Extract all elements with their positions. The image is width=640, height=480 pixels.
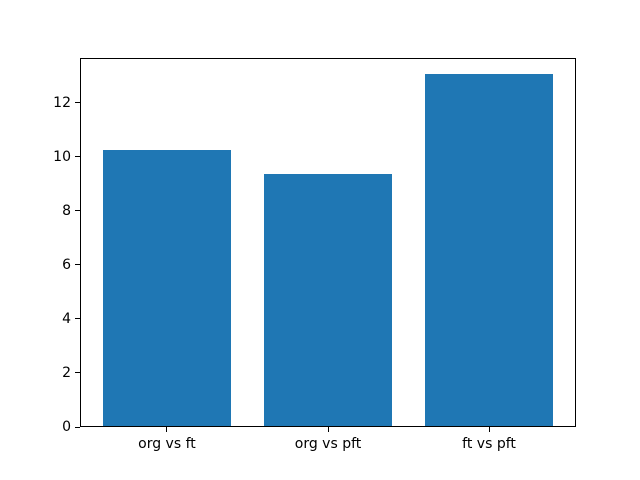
y-tick-label: 12 — [53, 94, 71, 111]
y-tick-mark — [75, 102, 80, 104]
y-tick-mark — [75, 210, 80, 212]
y-tick-label: 6 — [62, 256, 71, 273]
plot-area — [80, 58, 576, 427]
x-tick-mark — [166, 427, 168, 432]
y-tick-mark — [75, 318, 80, 320]
y-tick-mark — [75, 372, 80, 374]
y-tick-mark — [75, 156, 80, 158]
x-tick-mark — [327, 427, 329, 432]
y-tick-label: 2 — [62, 364, 71, 381]
y-tick-label: 4 — [62, 310, 71, 327]
y-tick-label: 10 — [53, 148, 71, 165]
x-tick-label-org-vs-ft: org vs ft — [138, 436, 196, 452]
y-tick-label: 0 — [62, 419, 71, 435]
x-tick-label-org-vs-pft: org vs pft — [294, 436, 362, 452]
x-tick-label-ft-vs-pft: ft vs pft — [462, 436, 516, 452]
y-tick-mark — [75, 264, 80, 266]
y-tick-mark — [75, 426, 80, 428]
bar-org-vs-pft — [263, 174, 393, 427]
bar-org-vs-ft — [102, 149, 232, 427]
bar-ft-vs-pft — [424, 74, 554, 427]
x-tick-mark — [488, 427, 490, 432]
y-tick-label: 8 — [62, 202, 71, 219]
